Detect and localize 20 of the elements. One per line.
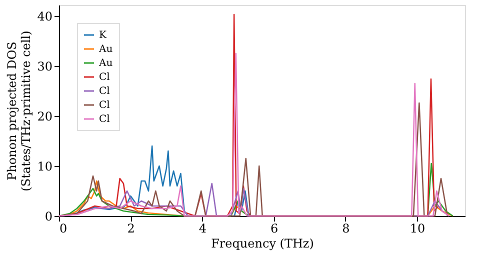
x-tick-label: 2 bbox=[127, 222, 135, 236]
x-axis-title: Frequency (THz) bbox=[211, 236, 314, 250]
y-tick-label: 10 bbox=[37, 160, 52, 174]
x-tick-label: 0 bbox=[60, 222, 68, 236]
x-tick-label: 10 bbox=[410, 222, 426, 236]
y-tick-label: 0 bbox=[44, 210, 52, 224]
legend-label: Au bbox=[98, 58, 114, 69]
legend-label: Au bbox=[98, 44, 114, 55]
y-tick-label: 30 bbox=[37, 60, 52, 74]
legend-label: Cl bbox=[99, 86, 110, 97]
x-tick-label: 4 bbox=[198, 222, 207, 236]
legend-label: Cl bbox=[99, 114, 110, 125]
x-tick-label: 6 bbox=[270, 222, 278, 236]
legend-label: Cl bbox=[99, 72, 110, 83]
y-tick-label: 40 bbox=[37, 10, 52, 24]
legend-label: Cl bbox=[99, 100, 110, 111]
x-tick-label: 8 bbox=[342, 222, 350, 236]
y-tick-label: 20 bbox=[37, 110, 52, 124]
legend-label: K bbox=[99, 30, 107, 41]
y-axis-title: Phonon projected DOS (States/THz·primitive cell) bbox=[5, 30, 34, 192]
